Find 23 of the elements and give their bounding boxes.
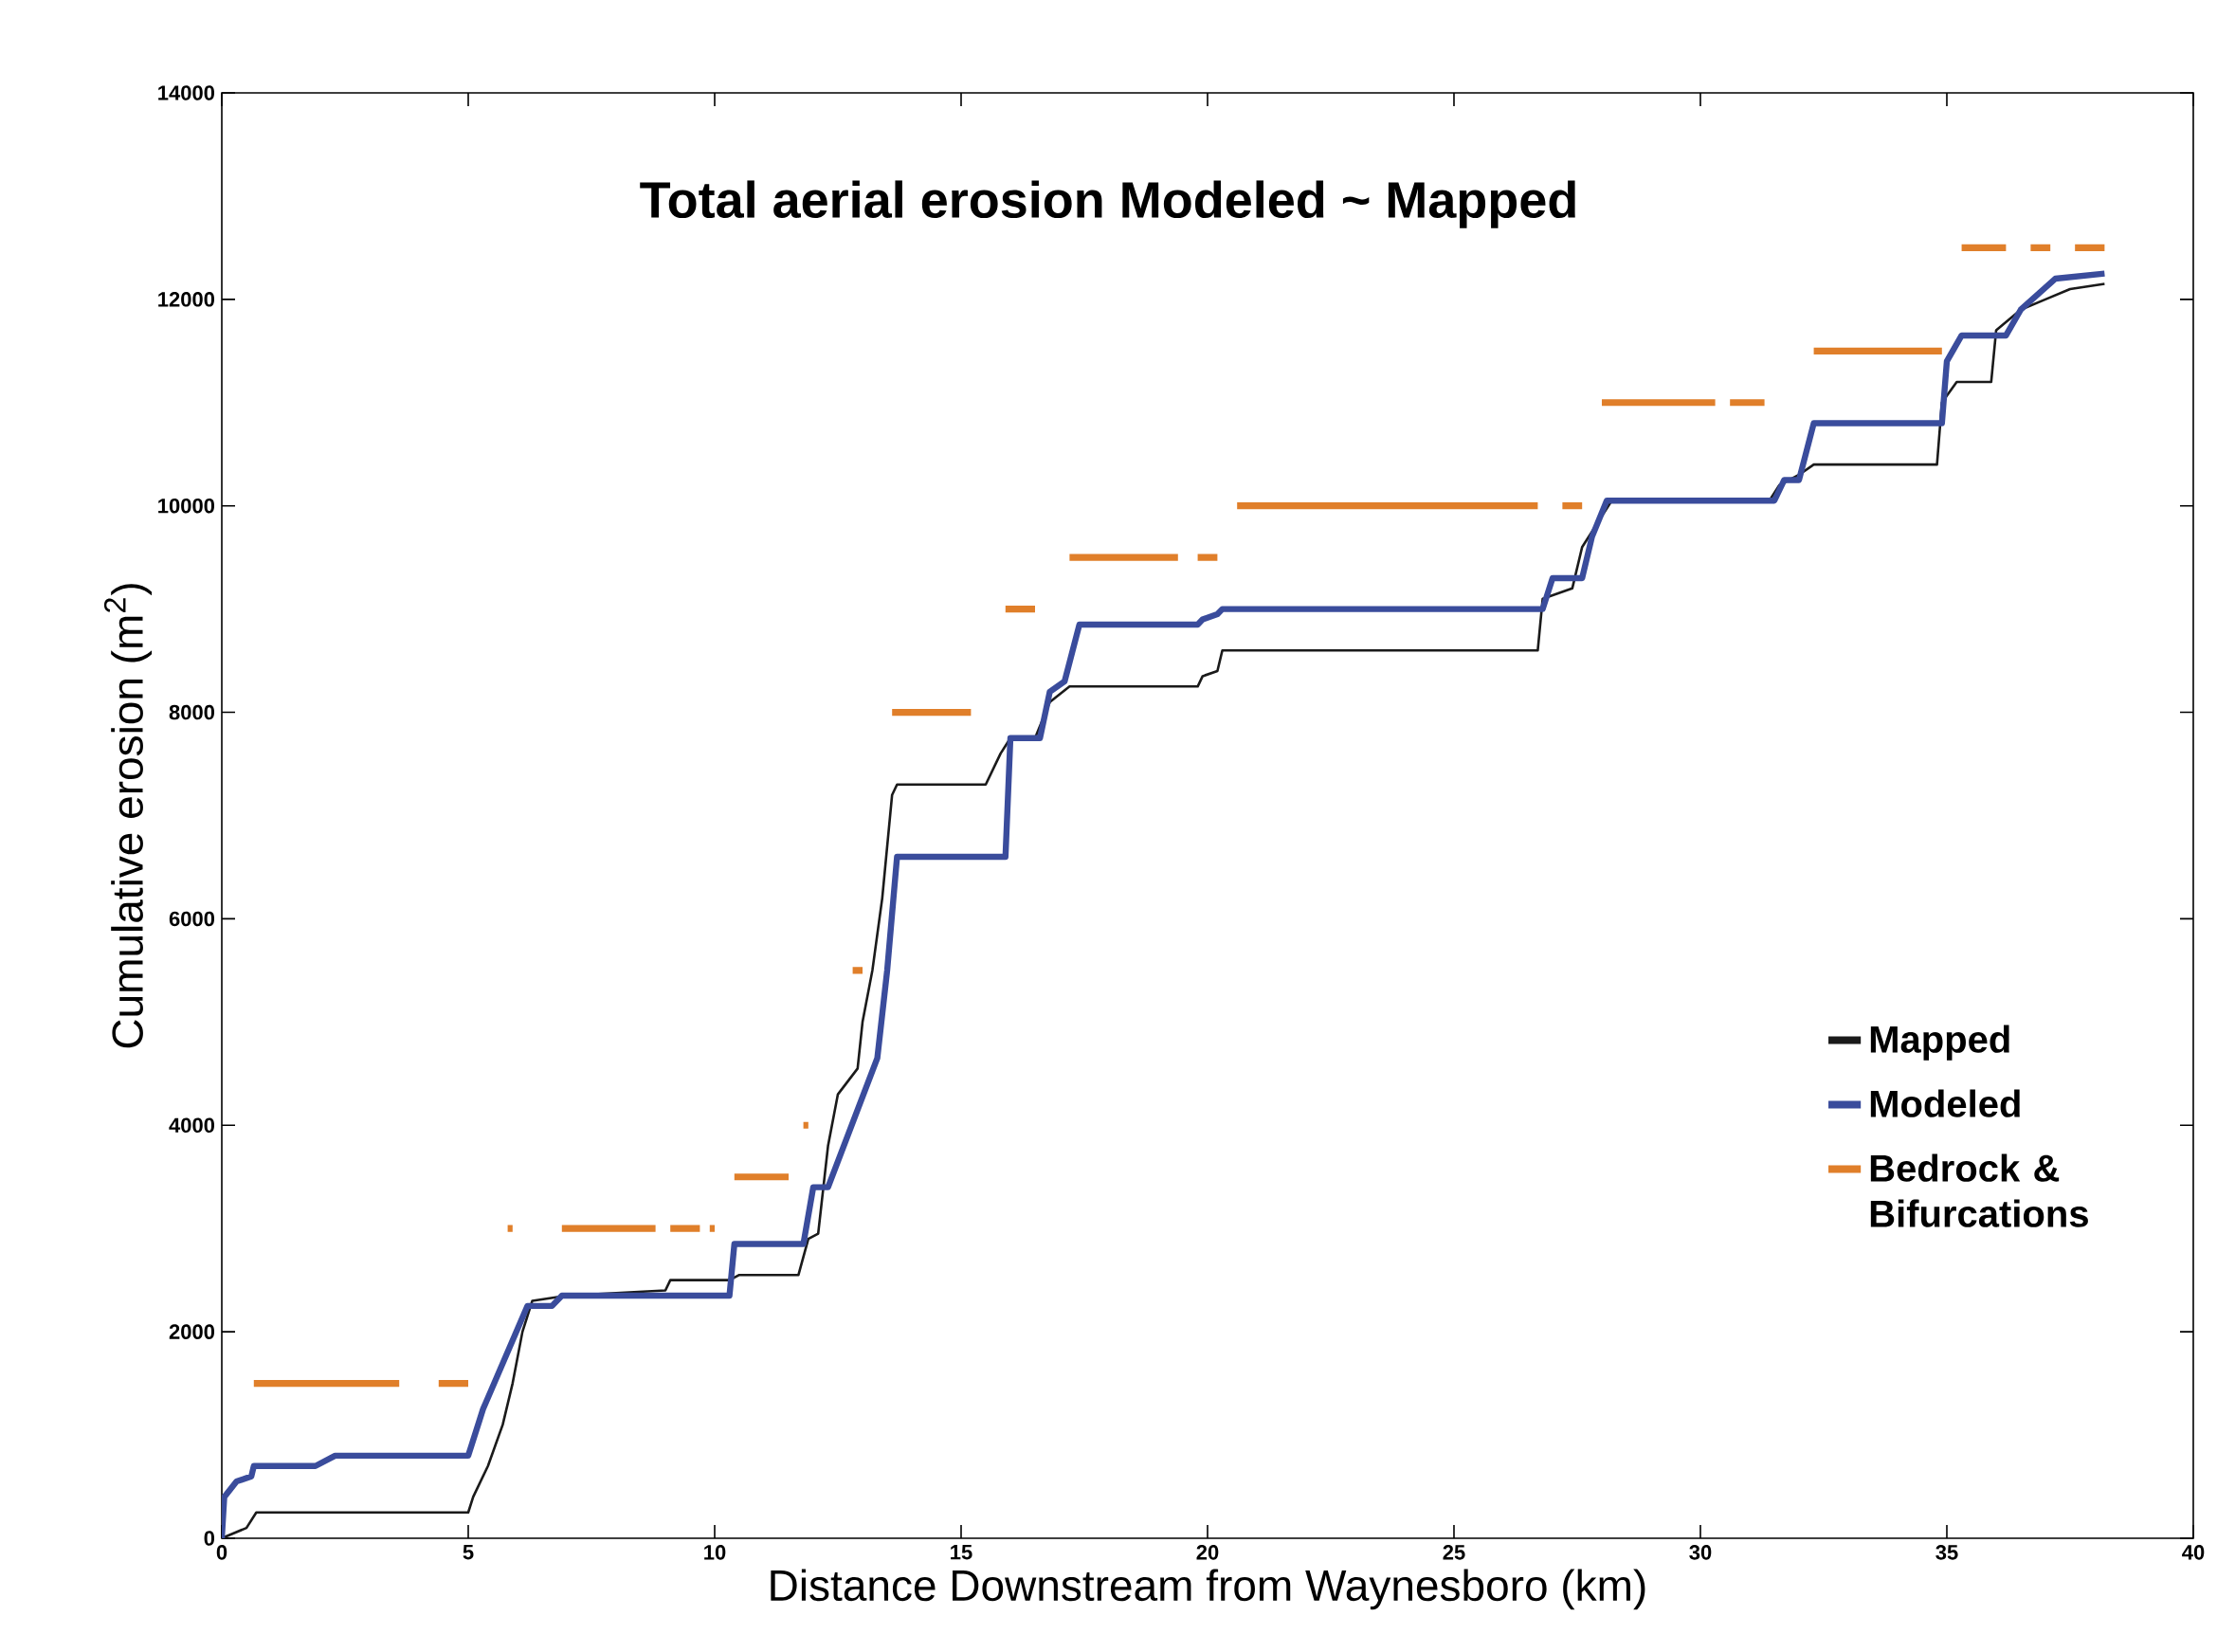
x-tick-label: 40 <box>2182 1545 2205 1560</box>
y-axis-title: Cumulative erosion (m$^{2}$) <box>103 584 153 1048</box>
y-tick-label: 6000 <box>169 911 215 927</box>
x-tick-label: 10 <box>704 1545 726 1560</box>
x-tick-label: 15 <box>951 1545 972 1560</box>
x-tick-label: 25 <box>1443 1545 1465 1560</box>
y-tick-label: 10000 <box>158 498 215 514</box>
y-tick-label: 4000 <box>169 1117 215 1134</box>
x-tick-label: 35 <box>1935 1545 1958 1560</box>
y-tick-label: 2000 <box>169 1324 215 1339</box>
legend-label: Bedrock & Bifurcations <box>1870 1153 2088 1227</box>
x-tick-label: 0 <box>216 1545 227 1560</box>
x-tick-label: 5 <box>463 1545 474 1560</box>
y-tick-label: 0 <box>204 1531 215 1546</box>
y-tick-label: 8000 <box>169 704 215 720</box>
legend-label: Modeled <box>1870 1089 2020 1117</box>
y-tick-label: 14000 <box>158 85 215 100</box>
text: Total aerial erosion Modeled ~ Mapped <box>640 180 1575 228</box>
x-tick-label: 20 <box>1196 1545 1219 1560</box>
x-axis-title: Distance Downstream from Waynesboro (km) <box>771 1569 1645 1610</box>
x-tick-label: 30 <box>1689 1545 1712 1560</box>
legend-label: Mapped <box>1870 1025 2009 1061</box>
y-tick-label: 12000 <box>158 292 215 307</box>
